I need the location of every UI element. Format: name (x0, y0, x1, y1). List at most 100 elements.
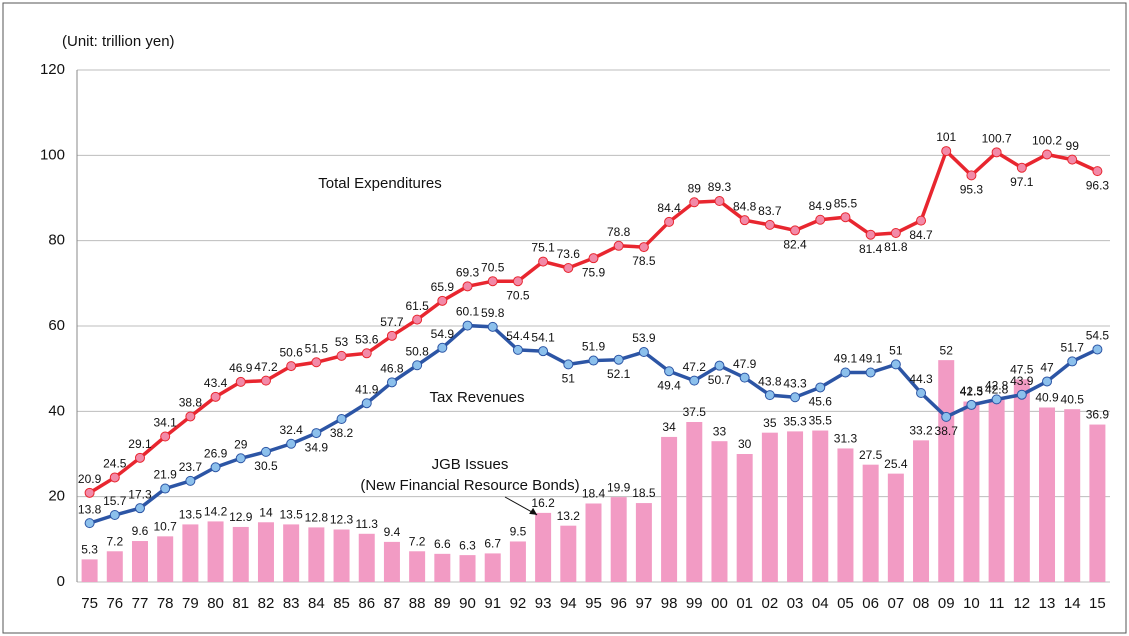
point (1092, 166, 1103, 177)
point-label: 46.9 (229, 361, 253, 375)
x-tick-label: 78 (157, 595, 174, 612)
series-name: Tax Revenues (429, 389, 524, 406)
point-label: 75.9 (582, 265, 606, 279)
point (386, 377, 397, 388)
arrow-head (529, 507, 538, 515)
point-label: 84.8 (733, 199, 757, 213)
point (714, 360, 725, 371)
bar (686, 422, 703, 582)
x-tick-label: 99 (686, 595, 703, 612)
point (462, 320, 473, 331)
x-tick-label: 07 (887, 595, 904, 612)
point (739, 372, 750, 383)
point (739, 215, 750, 226)
point (890, 359, 901, 370)
bar-label: 7.2 (409, 534, 426, 548)
point-label: 32.4 (279, 423, 303, 437)
point (840, 367, 851, 378)
x-tick-label: 84 (308, 595, 325, 612)
point-label: 21.9 (154, 468, 178, 482)
point-label: 52.1 (607, 367, 631, 381)
point-label: 43.3 (783, 376, 807, 390)
point (941, 146, 952, 157)
point-label: 70.5 (506, 288, 530, 302)
point-label: 99 (1066, 139, 1080, 153)
bar-label: 5.3 (81, 543, 98, 557)
point-label: 61.5 (405, 299, 429, 313)
bar (736, 454, 753, 582)
point (336, 414, 347, 425)
point (134, 503, 145, 514)
x-tick-label: 85 (333, 595, 350, 612)
point-label: 84.9 (809, 199, 833, 213)
point (890, 227, 901, 238)
point-label: 100.7 (982, 132, 1012, 146)
bar-label: 9.5 (510, 525, 527, 539)
point-label: 15.7 (103, 494, 127, 508)
point-label: 34.9 (305, 440, 329, 454)
series-name: Total Expenditures (318, 175, 441, 192)
point-label: 50.6 (279, 345, 303, 359)
bar-label: 27.5 (859, 448, 883, 462)
bar (409, 551, 426, 582)
bar-label: 6.7 (484, 537, 501, 551)
point (865, 367, 876, 378)
bar (383, 541, 400, 582)
point-label: 81.8 (884, 240, 908, 254)
bar-label: 34 (662, 420, 676, 434)
point-label: 43.8 (758, 374, 782, 388)
x-tick-label: 89 (434, 595, 451, 612)
x-tick-label: 05 (837, 595, 854, 612)
point (764, 219, 775, 230)
point (512, 344, 523, 355)
bar (535, 512, 552, 582)
bar (913, 440, 930, 582)
bar (358, 533, 375, 582)
point (185, 475, 196, 486)
bar (81, 559, 98, 582)
point (1016, 162, 1027, 173)
point-label: 24.5 (103, 457, 127, 471)
bar-label: 12.9 (229, 510, 253, 524)
bar-label: 12.8 (305, 511, 329, 525)
bar (1089, 424, 1106, 582)
point-label: 89.3 (708, 180, 732, 194)
point (1067, 154, 1078, 165)
bar-label: 33.2 (909, 424, 933, 438)
point-label: 100.2 (1032, 134, 1062, 148)
point (1042, 376, 1053, 387)
point-label: 96.3 (1086, 178, 1110, 192)
x-tick-label: 00 (711, 595, 728, 612)
x-tick-label: 10 (963, 595, 980, 612)
point (412, 314, 423, 325)
series-name: JGB Issues (432, 456, 509, 473)
bar (787, 431, 804, 582)
bar (635, 503, 652, 582)
bar-label: 33 (713, 424, 727, 438)
point-label: 43.4 (204, 376, 228, 390)
point (538, 256, 549, 267)
point (134, 452, 145, 463)
bar (1064, 409, 1081, 582)
point (916, 387, 927, 398)
point (160, 483, 171, 494)
y-tick-label: 80 (48, 232, 65, 249)
x-tick-label: 92 (510, 595, 527, 612)
x-tick-label: 98 (661, 595, 678, 612)
x-tick-label: 08 (913, 595, 930, 612)
point (689, 197, 700, 208)
point (966, 170, 977, 181)
bar (232, 526, 249, 582)
point-label: 47.2 (683, 360, 707, 374)
point-label: 47.9 (733, 357, 757, 371)
point (991, 394, 1002, 405)
point-label: 97.1 (1010, 175, 1034, 189)
point (966, 399, 977, 410)
point-label: 20.9 (78, 472, 102, 486)
x-tick-label: 81 (232, 595, 249, 612)
bar (308, 527, 325, 582)
bar (862, 464, 879, 582)
bar (711, 441, 728, 582)
bar-label: 35.3 (783, 415, 807, 429)
